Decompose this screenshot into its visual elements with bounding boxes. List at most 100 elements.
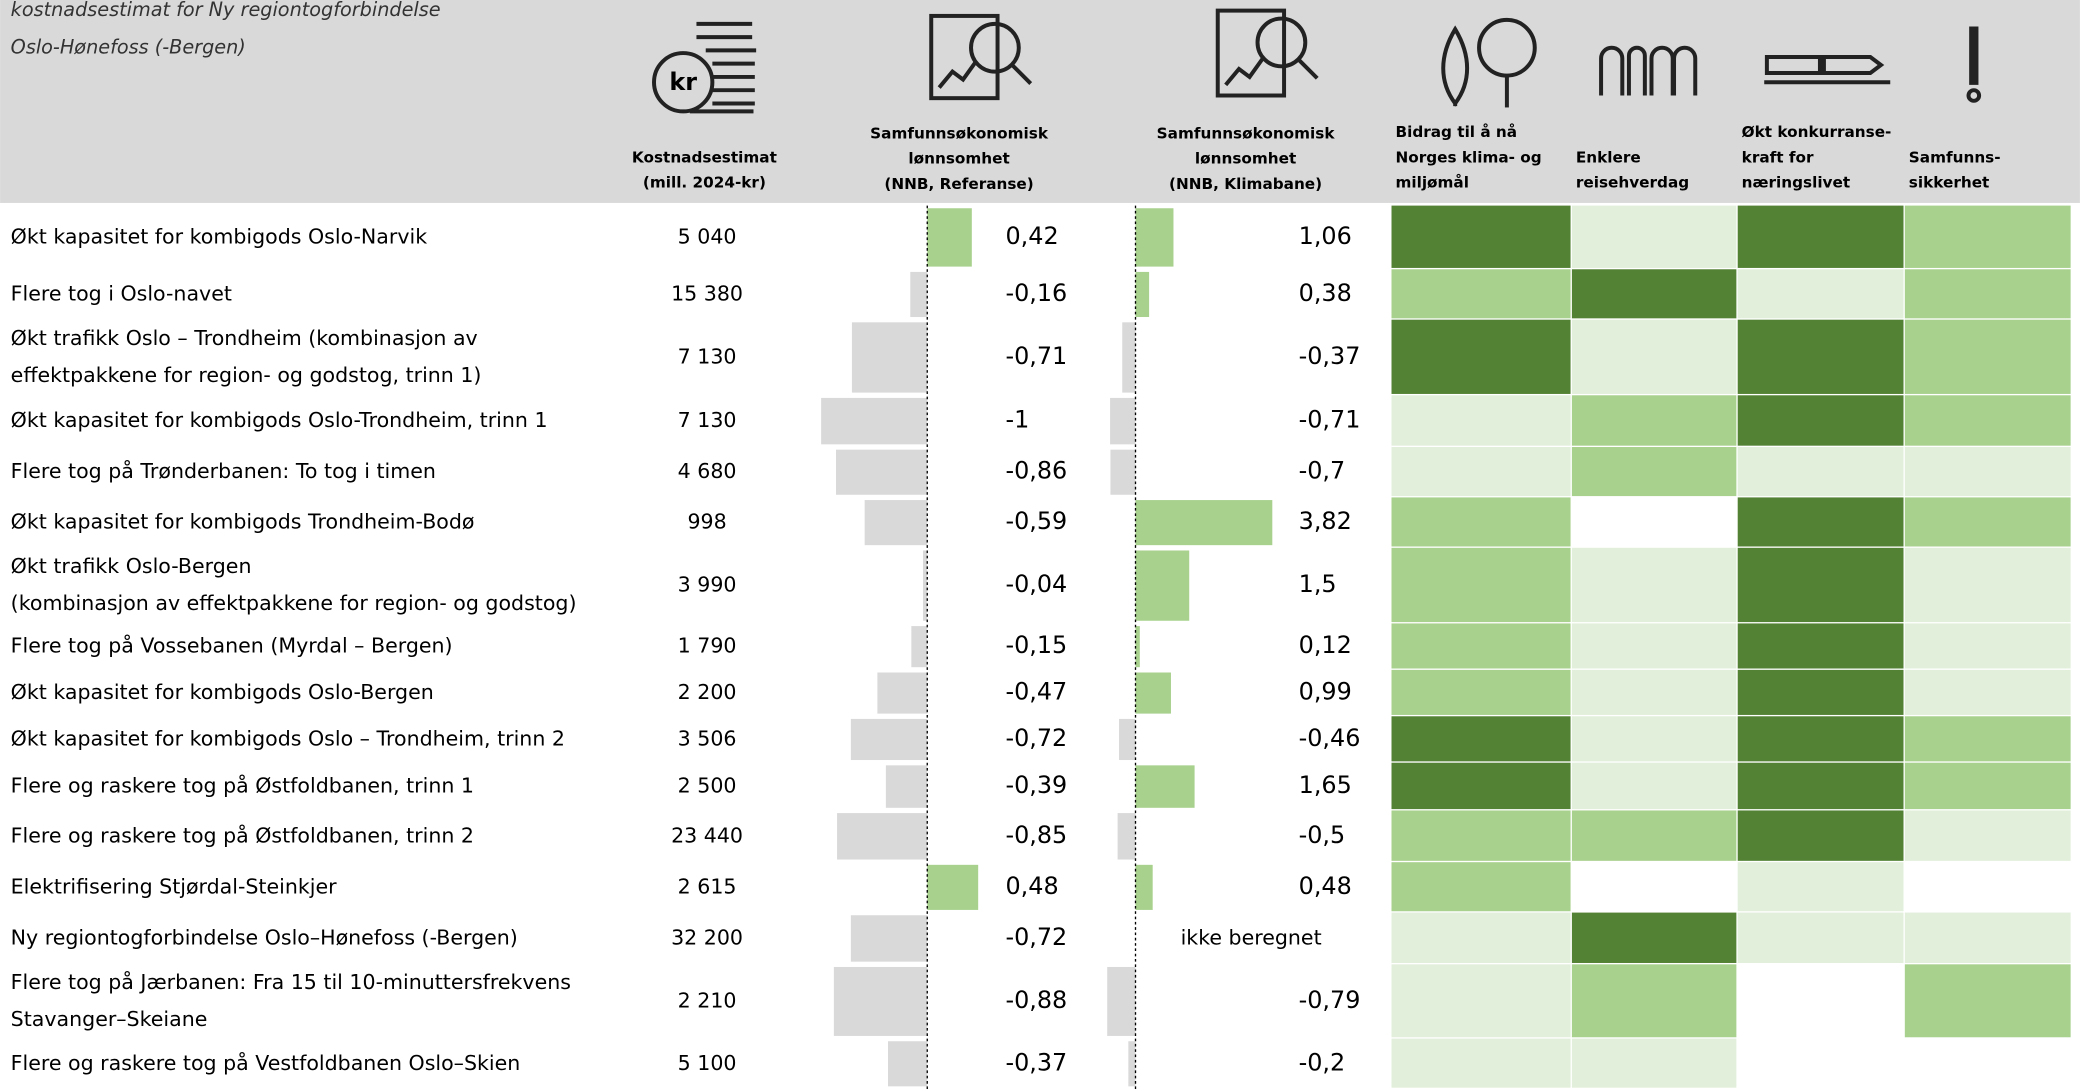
bar <box>1107 966 1136 1036</box>
heat-cell <box>1737 1038 1904 1088</box>
heat-cell <box>1571 269 1737 319</box>
title-line: kostnadsestimat for Ny regiontogforbinde… <box>11 0 441 21</box>
heat-cell <box>1571 862 1737 912</box>
klima-label: 1,5 <box>1299 570 1337 598</box>
klima-label: -0,46 <box>1299 724 1361 752</box>
klima-label: 0,99 <box>1299 678 1352 706</box>
cost: 7 130 <box>678 408 737 432</box>
heat-cell <box>1737 269 1904 319</box>
column-header: lønnsomhet <box>1195 150 1296 168</box>
heat-cell <box>1904 623 2071 669</box>
bar <box>833 966 928 1036</box>
klima-label: -0,79 <box>1299 986 1361 1014</box>
column-header: sikkerhet <box>1909 174 1990 192</box>
ref-label: -0,47 <box>1006 678 1068 706</box>
heat-cell <box>1904 497 2071 547</box>
klima-label: 0,38 <box>1299 279 1352 307</box>
heat-cell <box>1737 964 1904 1038</box>
cost: 23 440 <box>671 823 743 847</box>
column-header: Enklere <box>1576 148 1641 166</box>
row-name: Økt kapasitet for kombigods Oslo-Narvik <box>11 224 428 248</box>
column-header: lønnsomhet <box>908 150 1009 168</box>
cost: 2 210 <box>678 988 737 1012</box>
heat-cell <box>1571 497 1737 547</box>
column-header: Kostnadsestimat <box>632 148 777 166</box>
row-name: Flere tog på Trønderbanen: To tog i time… <box>11 458 436 483</box>
bar <box>927 864 979 910</box>
cost: 3 990 <box>678 573 737 597</box>
bar <box>1135 550 1190 621</box>
row-name: effektpakkene for region- og godstog, tr… <box>11 363 482 387</box>
cost: 2 200 <box>678 680 737 704</box>
column-header: (mill. 2024-kr) <box>643 174 766 192</box>
cost: 7 130 <box>678 344 737 368</box>
heat-cell <box>1571 964 1737 1038</box>
ref-label: -0,59 <box>1006 507 1068 535</box>
cost: 5 040 <box>678 224 737 248</box>
kr-icon: kr <box>669 68 697 96</box>
row-name: Flere tog på Jærbanen: Fra 15 til 10-min… <box>11 969 571 994</box>
bar <box>887 1041 928 1087</box>
column-header: (NNB, Referanse) <box>884 175 1033 193</box>
heat-cell <box>1904 716 2071 762</box>
ref-label: -0,86 <box>1006 457 1068 485</box>
column-header: reisehverdag <box>1576 174 1689 192</box>
klima-label: -0,71 <box>1299 406 1361 434</box>
heat-cell <box>1391 623 1571 669</box>
bar <box>1135 864 1153 910</box>
heat-cell <box>1391 205 1571 268</box>
ref-label: -0,71 <box>1006 342 1068 370</box>
column-header: Samfunnsøkonomisk <box>1157 124 1336 142</box>
bar <box>1117 813 1136 860</box>
ref-label: -0,04 <box>1006 570 1068 598</box>
cost: 15 380 <box>671 281 743 305</box>
row-name: Flere og raskere tog på Vestfoldbanen Os… <box>11 1050 521 1075</box>
heat-cell <box>1391 547 1571 623</box>
klima-label: -0,37 <box>1299 342 1361 370</box>
klima-label: ikke beregnet <box>1181 925 1322 949</box>
ref-label: -0,88 <box>1006 986 1068 1014</box>
column-header: Samfunnsøkonomisk <box>870 124 1049 142</box>
heat-cell <box>1391 1038 1571 1088</box>
bar <box>1135 672 1171 714</box>
row-name: Økt kapasitet for kombigods Oslo-Trondhe… <box>11 408 548 432</box>
bar <box>911 626 928 668</box>
ref-label: -0,39 <box>1006 771 1068 799</box>
bar <box>850 915 928 962</box>
cost: 2 615 <box>678 874 737 898</box>
heat-cell <box>1571 912 1737 963</box>
bar <box>1110 397 1136 445</box>
bar <box>1135 208 1174 267</box>
cost: 2 500 <box>678 774 737 798</box>
heat-cell <box>1391 810 1571 861</box>
row-name: Økt trafikk Oslo – Trondheim (kombinasjo… <box>11 326 478 350</box>
row-name: Flere tog i Oslo-navet <box>11 281 232 305</box>
heat-cell <box>1737 623 1904 669</box>
heat-cell <box>1391 497 1571 547</box>
bar <box>1110 449 1136 495</box>
cost: 5 100 <box>678 1051 737 1075</box>
klima-label: 0,12 <box>1299 631 1352 659</box>
cost: 998 <box>687 510 726 534</box>
bar <box>1122 322 1136 393</box>
bar <box>923 550 928 621</box>
column-header: miljømål <box>1395 174 1468 192</box>
heat-cell <box>1391 964 1571 1038</box>
heat-cell <box>1571 762 1737 810</box>
ref-label: -0,37 <box>1006 1048 1068 1076</box>
ref-label: -0,72 <box>1006 724 1068 752</box>
heat-cell <box>1391 269 1571 319</box>
heat-cell <box>1571 205 1737 268</box>
heat-cell <box>1904 810 2071 861</box>
heat-cell <box>1571 623 1737 669</box>
row-name: Økt kapasitet for kombigods Trondheim-Bo… <box>11 510 475 534</box>
heat-cell <box>1737 912 1904 963</box>
klima-label: 0,48 <box>1299 872 1352 900</box>
bar <box>885 765 928 808</box>
cost: 1 790 <box>678 634 737 658</box>
column-header: Bidrag til å nå <box>1395 123 1517 141</box>
heat-cell <box>1737 810 1904 861</box>
row-name: Ny regiontogforbindelse Oslo–Hønefoss (-… <box>11 925 518 949</box>
heat-cell <box>1737 395 1904 446</box>
